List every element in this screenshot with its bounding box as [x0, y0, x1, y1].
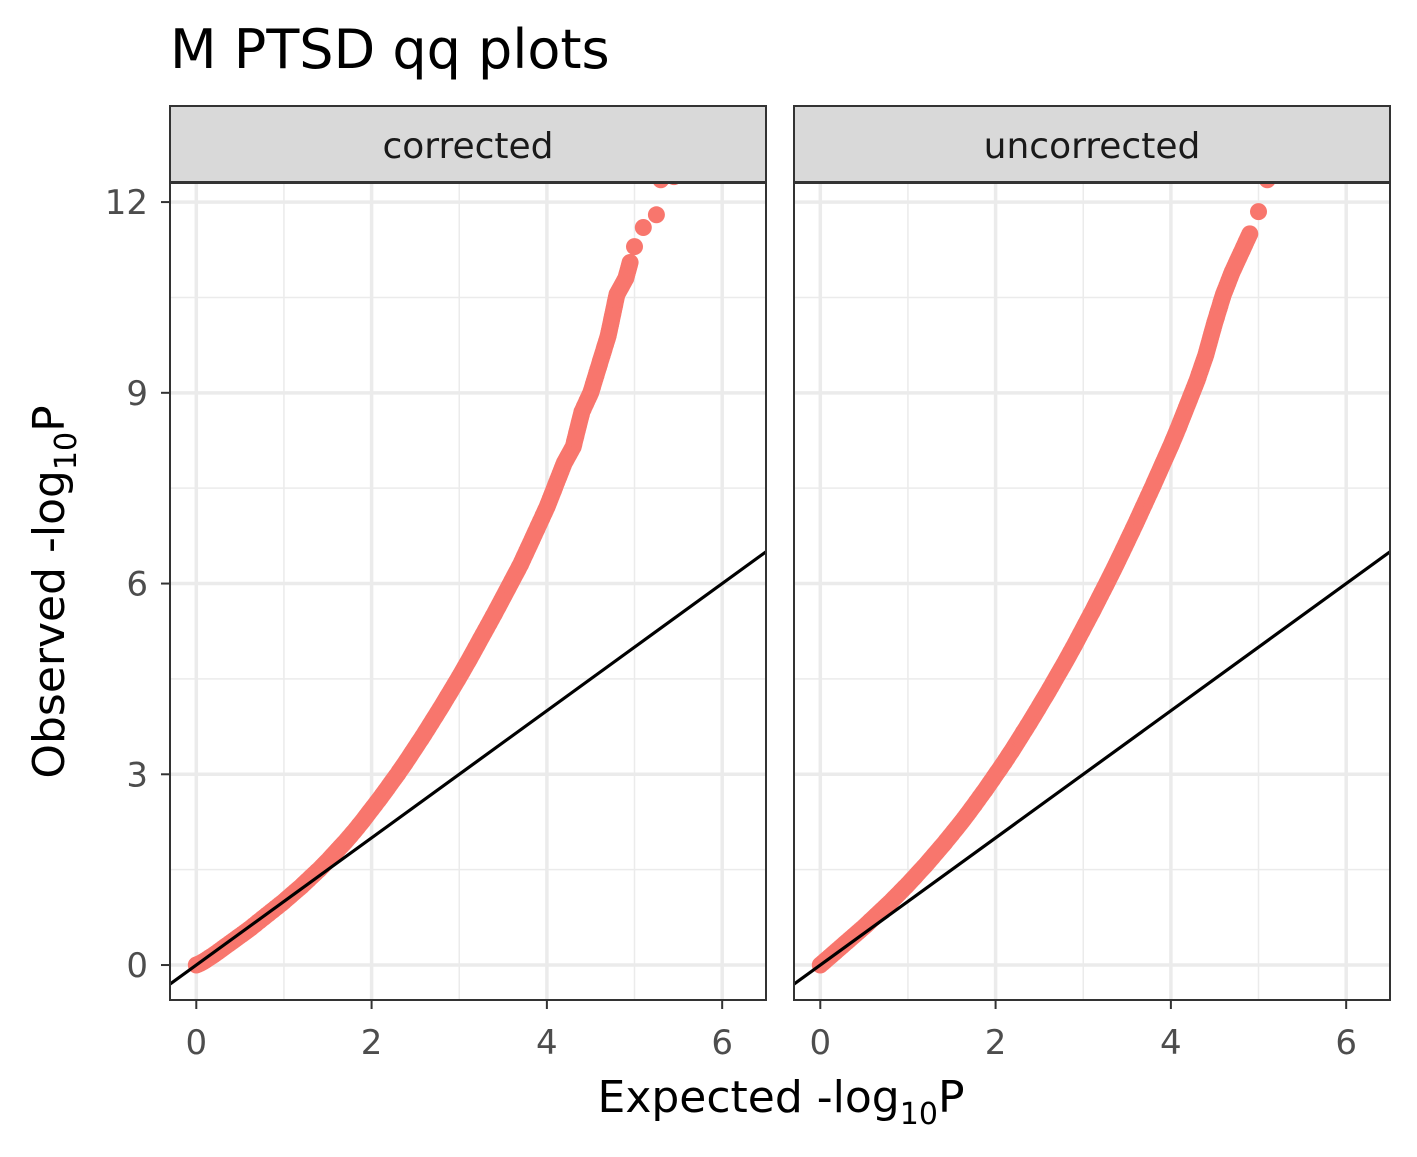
y-tick-label: 6 — [126, 565, 148, 605]
facet-strip — [793, 105, 1391, 183]
panel-border — [793, 182, 1391, 1001]
x-tick-label: 4 — [1160, 1023, 1182, 1063]
panel-border — [169, 182, 767, 1001]
y-tick-label: 0 — [126, 946, 148, 986]
facet-strip-label: uncorrected — [984, 126, 1201, 167]
y-tick-label: 3 — [126, 755, 148, 795]
y-axis-title-suffix: P — [24, 405, 75, 432]
x-tick-label: 4 — [536, 1023, 558, 1063]
y-axis-title: Observed -log10P — [24, 405, 84, 778]
qq-point — [647, 206, 665, 224]
y-axis-title-subscript: 10 — [49, 432, 84, 470]
gridlines — [170, 183, 766, 1000]
x-tick-label: 2 — [985, 1023, 1007, 1063]
qq-point — [634, 219, 652, 236]
facet-panels: corrected uncorrected — [169, 16, 1391, 1001]
y-axis-title-prefix: Observed -log — [24, 470, 75, 779]
facet-strip — [169, 105, 767, 183]
gridlines — [794, 183, 1390, 1000]
x-axis-title-suffix: P — [938, 1072, 965, 1123]
x-axis: 0 2 4 6 0 2 4 6 — [185, 1000, 1357, 1063]
x-axis-title-subscript: 10 — [900, 1097, 938, 1132]
qq-points — [811, 16, 1372, 974]
chart-title: M PTSD qq plots — [170, 18, 610, 81]
qq-point — [1250, 203, 1267, 221]
y-tick-label: 12 — [105, 183, 148, 223]
qq-point — [626, 238, 643, 256]
facet-strip-label: corrected — [382, 126, 553, 167]
y-tick-label: 9 — [126, 374, 148, 414]
reference-line — [170, 550, 766, 986]
qq-point — [621, 254, 639, 271]
x-tick-label: 6 — [711, 1023, 733, 1063]
reference-line — [794, 550, 1390, 986]
x-tick-label: 0 — [809, 1023, 831, 1063]
x-tick-label: 0 — [185, 1023, 207, 1063]
qq-point — [1241, 225, 1259, 243]
qq-point — [1311, 70, 1328, 87]
panel-background — [794, 183, 1390, 1000]
qq-point — [652, 183, 669, 189]
x-axis-title-prefix: Expected -log — [598, 1072, 900, 1123]
panel-background — [170, 183, 766, 1000]
x-axis-title: Expected -log10P — [598, 1072, 965, 1132]
x-tick-label: 2 — [361, 1023, 383, 1063]
qq-point — [1259, 183, 1276, 189]
facet-panel-corrected: corrected — [169, 105, 767, 1001]
facet-panel-uncorrected: uncorrected — [793, 16, 1391, 1001]
qq-point — [1355, 16, 1372, 33]
x-tick-label: 6 — [1335, 1023, 1357, 1063]
y-axis: 0 3 6 9 12 — [105, 183, 170, 986]
